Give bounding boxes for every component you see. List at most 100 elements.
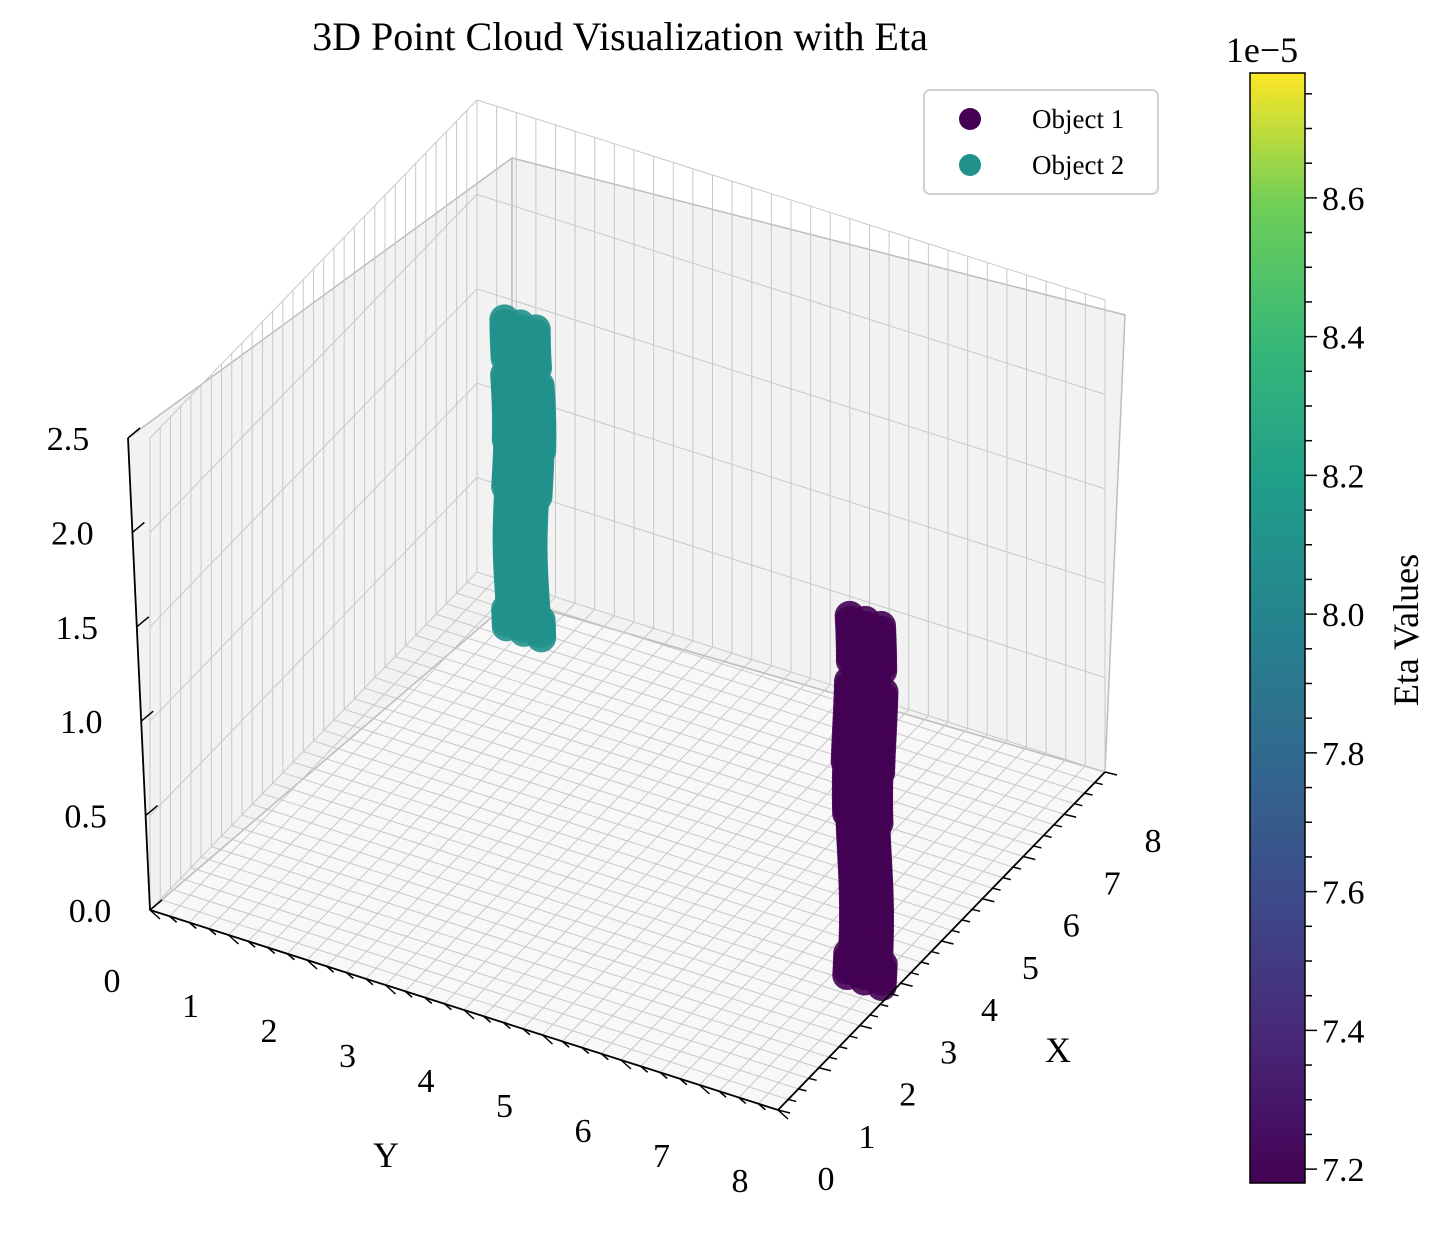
x-tick [1104, 771, 1118, 776]
wall-grid-line [476, 382, 1106, 584]
x-tick [890, 993, 899, 997]
x-tick [859, 1024, 872, 1030]
point-cloud-1 [830, 600, 899, 1001]
floor-grid-line [463, 671, 792, 1011]
floor-grid-line [640, 727, 968, 1067]
x-tick [920, 961, 930, 965]
point-clouds [489, 304, 899, 1001]
point-cloud-2 [489, 304, 557, 653]
legend-marker-object-1 [959, 108, 981, 130]
x-tick [808, 1077, 817, 1082]
y-tick [679, 1078, 688, 1086]
z-tick-label: 1.0 [60, 704, 103, 741]
wall-grid-line [476, 193, 1106, 395]
colorbar-tick-label: 7.4 [1322, 1013, 1365, 1050]
x-tick [1023, 855, 1036, 861]
y-tick-label: 6 [575, 1113, 592, 1150]
x-tick-label: 8 [1145, 823, 1162, 860]
y-tick [384, 984, 397, 995]
y-tick [777, 1109, 789, 1120]
x-tick [1012, 866, 1022, 870]
x-tick-label: 6 [1063, 908, 1080, 945]
floor-grid-line [456, 592, 1085, 794]
data-point [866, 610, 897, 641]
x-tick [941, 940, 954, 945]
x-tick [1043, 834, 1052, 839]
y-tick [208, 928, 217, 936]
x-tick [777, 1109, 791, 1114]
x-tick [951, 929, 960, 934]
z-tick [149, 899, 163, 911]
x-axis-label: X [1045, 1030, 1071, 1070]
x-tick-label: 7 [1104, 865, 1121, 902]
floor-grid-line [466, 582, 1095, 784]
y-tick [424, 996, 433, 1005]
y-tick [443, 1003, 452, 1011]
tick-marks [127, 427, 1118, 1120]
y-tick [738, 1096, 747, 1105]
y-tick [620, 1059, 632, 1070]
chart-title: 3D Point Cloud Visualization with Eta [312, 14, 928, 59]
x-tick [849, 1035, 858, 1039]
x-tick [818, 1067, 832, 1072]
colorbar: 7.2 7.4 7.6 7.8 8.0 8.2 8.4 8.6 1e−5 Eta Values [1226, 30, 1426, 1189]
wall-grid-line [149, 99, 478, 439]
floor-grid-line [542, 696, 870, 1036]
colorbar-tick-label: 7.2 [1322, 1152, 1365, 1189]
y-tick [365, 978, 374, 986]
y-tick [463, 1009, 475, 1020]
floor-grid-line [405, 645, 1034, 847]
y-tick [541, 1034, 554, 1045]
floor-grid-line [425, 624, 1055, 826]
x-tick-label: 5 [1022, 950, 1039, 987]
y-tick-label: 0 [104, 963, 121, 1000]
x-tick [961, 919, 971, 923]
legend[interactable]: Object 1 Object 2 [923, 89, 1159, 195]
floor-grid-line [395, 656, 1024, 857]
x-tick-label: 0 [818, 1161, 835, 1198]
x-tick [992, 887, 1001, 891]
x-tick [828, 1056, 838, 1060]
x-tick [1053, 824, 1063, 828]
colorbar-tick-label: 8.0 [1322, 597, 1365, 634]
y-tick [561, 1040, 570, 1048]
z-tick [140, 710, 154, 722]
x-tick [1074, 802, 1083, 807]
floor-grid-line [415, 634, 1044, 836]
z-tick [127, 427, 141, 439]
x-tick [1084, 792, 1093, 796]
z-tick-label: 2.0 [51, 515, 94, 552]
y-tick-label: 1 [182, 988, 199, 1025]
colorbar-tick-label: 8.2 [1322, 458, 1365, 495]
floor-grid-line [522, 690, 851, 1030]
colorbar-label: Eta Values [1386, 554, 1426, 706]
colorbar-tick-label: 8.6 [1322, 181, 1365, 218]
y-tick [345, 971, 354, 980]
y-tick-label: 3 [339, 1038, 356, 1075]
wall-grid-line [476, 99, 1106, 301]
y-tick [247, 940, 256, 948]
x-tick [982, 898, 995, 903]
y-tick-label: 5 [496, 1088, 513, 1125]
data-point [520, 314, 551, 345]
x-tick [798, 1088, 807, 1092]
y-tick [267, 946, 276, 955]
legend-marker-object-2 [959, 154, 981, 176]
y-tick [326, 965, 335, 973]
x-tick-label: 4 [981, 992, 998, 1029]
wall-grid-line [149, 477, 478, 816]
x-tick [1033, 845, 1042, 849]
x-tick-label: 2 [899, 1077, 916, 1114]
y-tick [698, 1084, 711, 1095]
wall-grid-line [476, 477, 1106, 679]
colorbar-gradient [1249, 72, 1306, 1184]
wall-grid-line [476, 288, 1106, 490]
x-tick [1063, 813, 1077, 818]
y-tick [227, 934, 240, 945]
y-tick [757, 1103, 766, 1111]
y-tick [483, 1015, 492, 1023]
colorbar-tick-label: 7.8 [1322, 736, 1365, 773]
y-tick [306, 959, 318, 970]
y-tick-label: 8 [732, 1163, 749, 1200]
y-tick [286, 953, 295, 961]
